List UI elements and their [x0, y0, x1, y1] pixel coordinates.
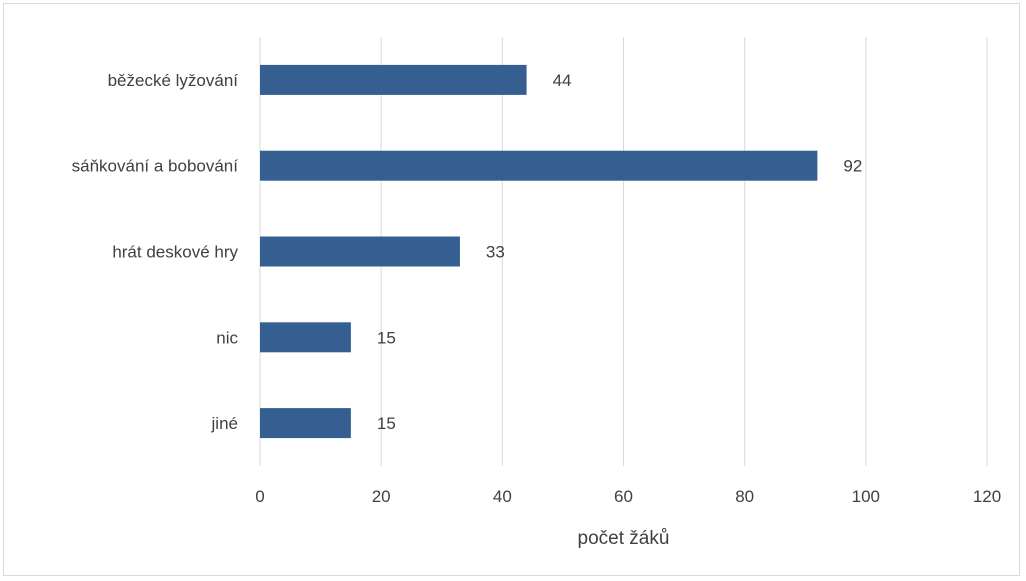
data-labels: 44 92 33 15 15	[377, 71, 862, 433]
x-tick-labels: 0 20 40 60 80 100 120	[255, 487, 1001, 506]
bars	[260, 64, 818, 439]
bar-2	[260, 150, 818, 181]
x-tick-label-0: 0	[255, 487, 264, 506]
gridlines	[259, 37, 988, 466]
data-label-5: 15	[377, 414, 396, 433]
data-label-3: 33	[486, 243, 505, 262]
category-labels: běžecké lyžování sáňkování a bobování hrát…	[72, 71, 239, 433]
bar-1	[260, 64, 527, 95]
x-tick-label-100: 100	[852, 487, 880, 506]
bar-3	[260, 236, 460, 267]
data-label-1: 44	[553, 71, 572, 90]
bar-chart: 44 92 33 15 15 běžecké lyžování sáňkování a b…	[72, 37, 1001, 549]
data-label-2: 92	[843, 157, 862, 176]
category-label-2: sáňkování a bobování	[72, 157, 239, 176]
data-label-4: 15	[377, 328, 396, 347]
category-label-4: nic	[216, 328, 238, 347]
x-tick-label-40: 40	[493, 487, 512, 506]
category-label-1: běžecké lyžování	[108, 71, 239, 90]
bar-5	[260, 408, 351, 439]
x-tick-label-60: 60	[614, 487, 633, 506]
category-label-5: jiné	[211, 414, 238, 433]
x-tick-label-80: 80	[735, 487, 754, 506]
x-tick-label-120: 120	[973, 487, 1001, 506]
bar-4	[260, 322, 351, 353]
x-tick-label-20: 20	[372, 487, 391, 506]
x-axis-title: počet žáků	[578, 528, 670, 549]
chart-frame: 44 92 33 15 15 běžecké lyžování sáňkování a b…	[3, 3, 1020, 576]
category-label-3: hrát deskové hry	[112, 243, 238, 262]
